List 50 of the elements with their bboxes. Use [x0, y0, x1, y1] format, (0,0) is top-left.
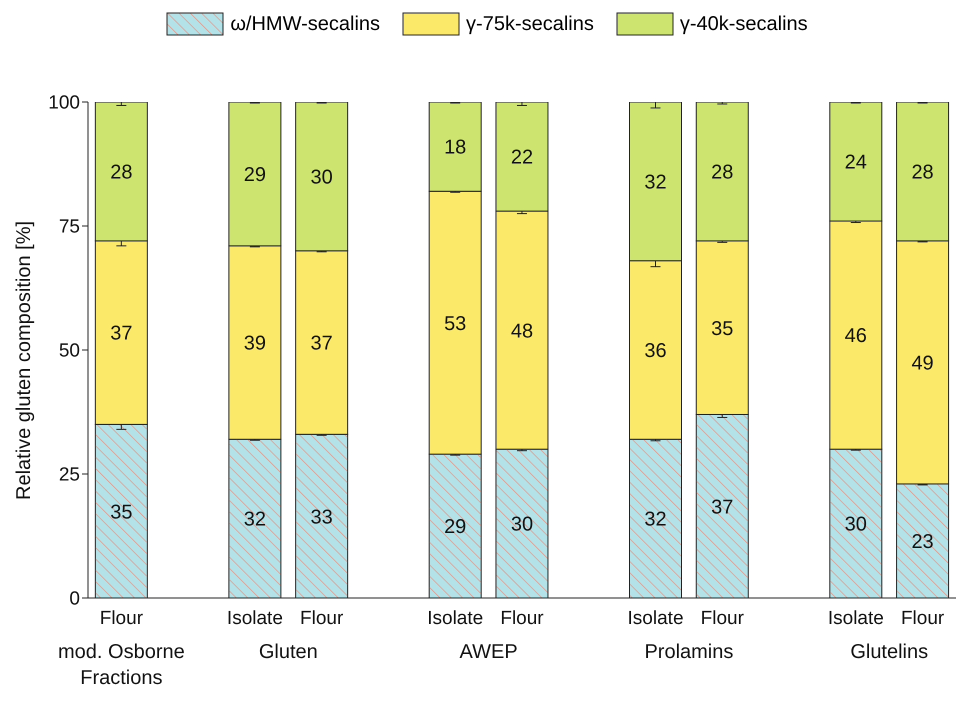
- y-tick-label: 50: [58, 340, 80, 362]
- x-tick-label: Flour: [900, 608, 945, 629]
- x-tick-label: Flour: [300, 608, 344, 629]
- data-label: 46: [844, 325, 867, 348]
- text: AWEP: [460, 641, 518, 663]
- x-tick-label: Flour: [100, 608, 144, 629]
- y-tick-label: 100: [48, 92, 80, 114]
- data-label: 32: [644, 171, 667, 194]
- data-label: 30: [310, 166, 333, 188]
- data-label: 49: [911, 352, 934, 374]
- text: Gluten: [258, 641, 318, 663]
- x-tick-label: Isolate: [226, 608, 283, 629]
- legend-label: γ-40k-secalins: [680, 12, 808, 36]
- data-label: 30: [844, 514, 867, 536]
- text: Prolamins: [644, 641, 734, 663]
- data-label: 48: [510, 320, 534, 342]
- x-tick-label: Isolate: [828, 608, 884, 629]
- x-tick-label: Isolate: [628, 608, 684, 629]
- data-label: 30: [510, 514, 534, 536]
- data-label: 22: [510, 146, 534, 169]
- y-axis-title: Relative gluten composition [%]: [13, 220, 36, 500]
- data-label: 37: [711, 496, 734, 518]
- data-label: 36: [644, 340, 667, 362]
- data-label: 18: [444, 136, 466, 159]
- y-tick-label: 75: [58, 216, 80, 238]
- x-tick-label: Flour: [500, 608, 544, 629]
- data-label: 28: [711, 162, 734, 184]
- text: Glutelins: [850, 641, 928, 663]
- data-label: 37: [310, 332, 333, 355]
- data-label: 28: [911, 162, 934, 184]
- text: mod. Osborne Fractions: [58, 641, 185, 689]
- x-tick-label: Isolate: [427, 608, 484, 629]
- y-tick-label: 0: [69, 588, 80, 610]
- data-label: 39: [244, 332, 266, 355]
- data-label: 32: [644, 508, 667, 531]
- data-label: 33: [310, 506, 333, 528]
- data-label: 28: [110, 162, 132, 184]
- data-label: 29: [244, 164, 266, 186]
- data-label: 37: [110, 322, 132, 345]
- legend-label: γ-75k-secalins: [466, 12, 594, 36]
- data-label: 53: [444, 312, 466, 335]
- legend-label: ω/HMW-secalins: [230, 12, 380, 36]
- data-label: 29: [444, 516, 466, 538]
- data-label: 35: [711, 318, 734, 340]
- data-label: 32: [244, 508, 266, 531]
- data-label: 23: [911, 531, 934, 554]
- data-label: 35: [110, 501, 132, 524]
- y-tick-label: 25: [58, 464, 80, 486]
- x-tick-label: Flour: [700, 608, 745, 629]
- data-label: 24: [844, 152, 867, 174]
